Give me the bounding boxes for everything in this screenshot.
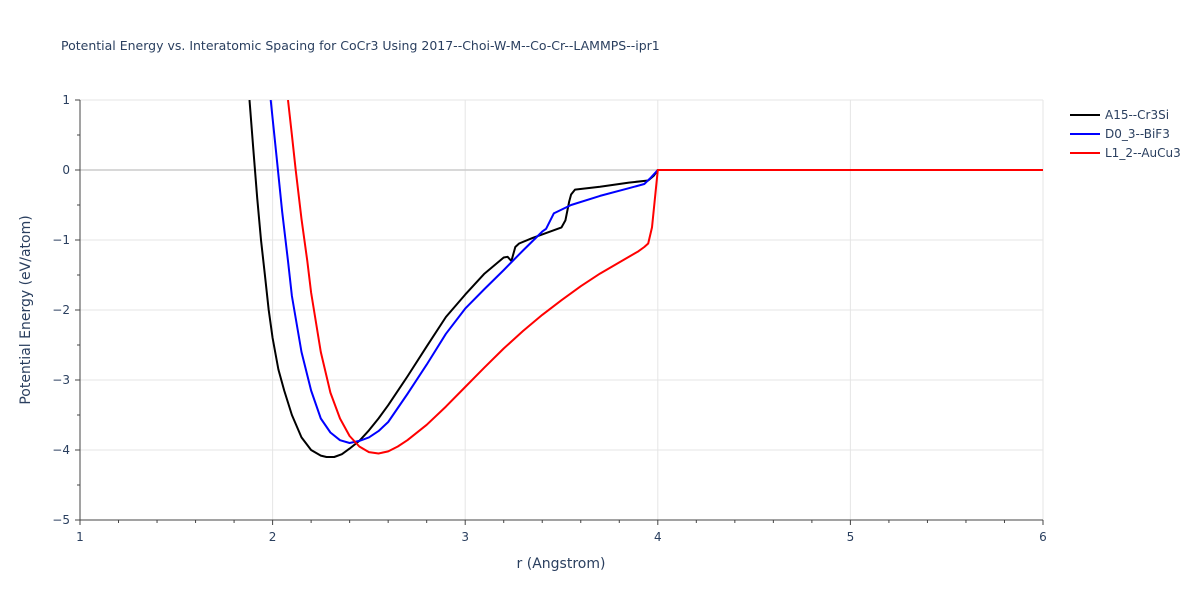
- x-tick-label: 6: [1039, 530, 1047, 544]
- x-axis-title: r (Angstrom): [517, 556, 606, 572]
- x-tick-label: 5: [847, 530, 855, 544]
- series-line-A15--Cr3Si: [248, 100, 1043, 458]
- legend-label[interactable]: L1_2--AuCu3: [1105, 146, 1181, 160]
- legend-label[interactable]: D0_3--BiF3: [1105, 127, 1170, 141]
- y-tick-label: −5: [52, 513, 70, 527]
- legend[interactable]: A15--Cr3Si D0_3--BiF3 L1_2--AuCu3: [1070, 108, 1181, 160]
- x-tick-label: 1: [76, 530, 84, 544]
- y-tick-label: −2: [52, 303, 70, 317]
- grid: [80, 99, 1044, 520]
- y-axis-title: Potential Energy (eV/atom): [18, 215, 34, 404]
- series-line-L1_2--AuCu3: [287, 100, 1043, 455]
- y-tick-label: −3: [52, 373, 70, 387]
- x-tick-label: 4: [654, 530, 662, 544]
- plot-area: [248, 100, 1043, 458]
- y-tick-label: −1: [52, 233, 70, 247]
- series-lines: [248, 100, 1043, 458]
- x-tick-label: 2: [269, 530, 277, 544]
- x-tick-labels: 1 2 3 4 5 6: [76, 530, 1047, 544]
- axes: [75, 99, 1044, 525]
- series-line-D0_3--BiF3: [269, 100, 1043, 444]
- y-tick-labels: 1 0 −1 −2 −3 −4 −5: [52, 93, 70, 527]
- y-tick-label: −4: [52, 443, 70, 457]
- legend-label[interactable]: A15--Cr3Si: [1105, 108, 1169, 122]
- y-tick-label: 0: [62, 163, 70, 177]
- chart-title: Potential Energy vs. Interatomic Spacing…: [61, 38, 660, 53]
- x-tick-label: 3: [461, 530, 469, 544]
- y-tick-label: 1: [62, 93, 70, 107]
